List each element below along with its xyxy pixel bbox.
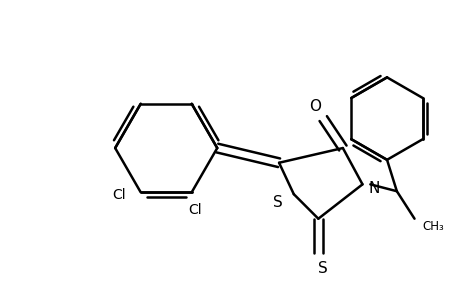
Text: S: S — [273, 194, 282, 209]
Text: O: O — [309, 99, 321, 114]
Text: Cl: Cl — [112, 188, 126, 202]
Text: CH₃: CH₃ — [421, 220, 443, 233]
Text: S: S — [318, 261, 327, 276]
Text: N: N — [368, 181, 379, 196]
Text: Cl: Cl — [187, 203, 201, 217]
